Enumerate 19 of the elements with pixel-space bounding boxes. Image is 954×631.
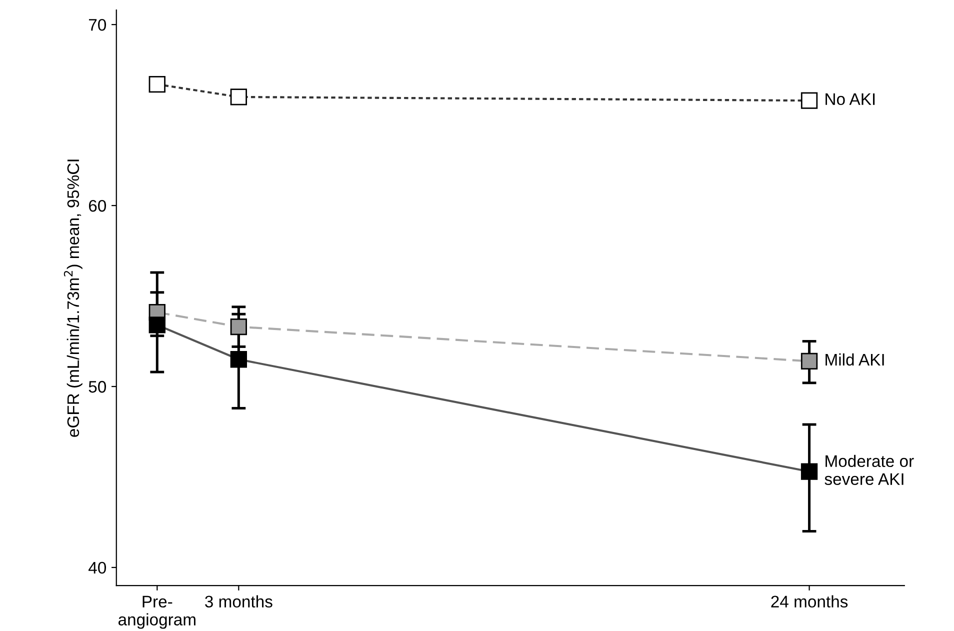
point [800,463,818,480]
y-tick-label: 70 [88,18,106,31]
point [230,351,247,368]
series-label: No AKI [826,93,875,106]
x-tick-label: Pre- angiogram [118,596,196,629]
point [148,76,166,93]
y-axis-title: eGFR (mL/min/1.73m$^{2}$) mean, 95%CI [64,160,82,437]
x-tick-label: 24 months [771,595,848,608]
y-tick-label: 40 [88,562,106,574]
x-tick-label: 3 months [205,595,272,608]
series-label: Moderate or severe AKI [824,454,914,486]
point [230,318,247,336]
point [148,316,166,334]
series-label: Mild AKI [826,353,884,366]
y-tick-label: 60 [88,200,106,212]
point [800,92,818,109]
point [230,88,247,106]
point [800,352,818,370]
y-tick-label: 50 [88,380,106,393]
